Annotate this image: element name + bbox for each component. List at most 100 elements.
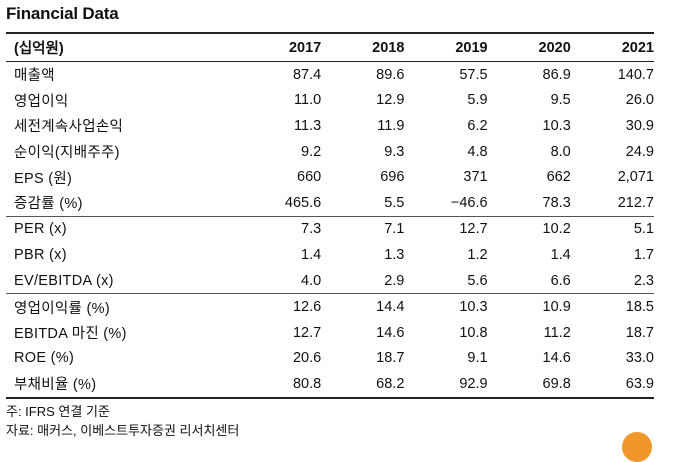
table-cell: 30.9 xyxy=(625,117,654,134)
row-label: PER (x) xyxy=(14,221,67,238)
row-label: 증감률 (%) xyxy=(6,189,239,217)
table-cell: 14.6 xyxy=(542,350,571,367)
table-cell: 696 xyxy=(380,169,405,186)
table-cell: 6.6 xyxy=(487,267,571,295)
page-title: Financial Data xyxy=(6,4,119,23)
year-header: 2021 xyxy=(570,32,654,62)
table-cell: 6.2 xyxy=(467,117,488,134)
table-cell: 2,071 xyxy=(617,169,654,186)
basis-note: 주: IFRS 연결 기준 xyxy=(6,404,110,419)
row-label: EBITDA 마진 (%) xyxy=(14,326,127,343)
table-cell: 24.9 xyxy=(625,143,654,160)
table-cell: 18.7 xyxy=(625,324,654,341)
table-cell: 7.3 xyxy=(301,221,322,238)
table-cell: 2.3 xyxy=(570,267,654,295)
table-cell: 14.6 xyxy=(376,324,405,341)
row-label: EPS (원) xyxy=(14,170,73,187)
table-cell: 4.8 xyxy=(467,143,488,160)
table-cell: 9.5 xyxy=(550,92,571,109)
year-header: 2017 xyxy=(238,32,322,62)
table-cell: 1.7 xyxy=(633,246,654,263)
table-cell: 1.4 xyxy=(301,246,322,263)
financial-table-container: (십억원) 2017 2018 2019 2020 2021 매출액 87.4 89… xyxy=(6,32,654,399)
table-header-row: (십억원) 2017 2018 2019 2020 2021 xyxy=(6,32,654,62)
table-cell: 20.6 xyxy=(292,350,322,367)
table-cell: 10.2 xyxy=(542,221,571,238)
row-label: 세전계속사업손익 xyxy=(14,119,124,136)
table-cell: 9.2 xyxy=(301,143,322,160)
table-cell: 10.3 xyxy=(542,117,571,134)
table-cell: 80.8 xyxy=(238,371,322,399)
table-row: EBITDA 마진 (%) 12.7 14.6 10.8 11.2 18.7 xyxy=(6,320,654,346)
table-cell: 212.7 xyxy=(570,189,654,217)
table-body: 매출액 87.4 89.6 57.5 86.9 140.7 영업이익 11.0 12.9 5.9 9… xyxy=(6,62,654,399)
table-cell: 5.6 xyxy=(404,267,488,295)
table-cell: 2.9 xyxy=(321,267,405,295)
table-cell: 12.9 xyxy=(376,92,405,109)
table-cell: 10.8 xyxy=(459,324,488,341)
table-row: 세전계속사업손익 11.3 11.9 6.2 10.3 30.9 xyxy=(6,113,654,139)
table-cell: 92.9 xyxy=(404,371,488,399)
table-cell: 5.9 xyxy=(467,92,488,109)
table-cell: 57.5 xyxy=(459,66,488,83)
row-label: 매출액 xyxy=(14,68,55,85)
table-cell: 4.0 xyxy=(238,267,322,295)
table-cell: 1.4 xyxy=(550,246,571,263)
table-cell: 11.9 xyxy=(377,117,405,134)
financial-table: (십억원) 2017 2018 2019 2020 2021 매출액 87.4 89… xyxy=(6,32,654,399)
table-cell: 662 xyxy=(546,169,571,186)
table-cell: 11.2 xyxy=(543,324,571,341)
table-cell: 78.3 xyxy=(487,189,571,217)
unit-header: (십억원) xyxy=(6,32,239,62)
table-cell: 5.1 xyxy=(633,221,654,238)
table-cell: 12.7 xyxy=(459,221,488,238)
table-cell: 63.9 xyxy=(570,371,654,399)
year-header: 2018 xyxy=(321,32,405,62)
table-cell: 1.3 xyxy=(384,246,405,263)
row-label: 영업이익률 (%) xyxy=(14,300,110,317)
table-cell: 371 xyxy=(463,169,488,186)
row-label: 부채비율 (%) xyxy=(6,371,239,399)
table-row: 증감률 (%) 465.6 5.5 −46.6 78.3 212.7 xyxy=(6,189,654,217)
year-header: 2020 xyxy=(487,32,571,62)
year-header: 2019 xyxy=(404,32,488,62)
table-cell: 14.4 xyxy=(376,299,405,316)
row-label: 순이익(지배주주) xyxy=(14,145,120,162)
footnotes: 주: IFRS 연결 기준 자료: 매커스, 이베스트투자증권 리서치센터 xyxy=(6,402,239,440)
table-cell: 11.0 xyxy=(294,92,322,109)
table-cell: 465.6 xyxy=(238,189,322,217)
table-row: ROE (%) 20.6 18.7 9.1 14.6 33.0 xyxy=(6,346,654,372)
table-cell: 86.9 xyxy=(542,66,571,83)
row-label: ROE (%) xyxy=(14,350,75,367)
table-cell: 89.6 xyxy=(376,66,405,83)
table-cell: 10.9 xyxy=(542,299,571,316)
row-label: EV/EBITDA (x) xyxy=(6,267,239,295)
table-cell: 69.8 xyxy=(487,371,571,399)
table-cell: 18.5 xyxy=(625,299,654,316)
table-cell: 33.0 xyxy=(625,350,654,367)
table-row: EPS (원) 660 696 371 662 2,071 xyxy=(6,164,654,190)
table-cell: 12.6 xyxy=(292,299,322,316)
table-cell: 10.3 xyxy=(459,299,488,316)
table-cell: 11.3 xyxy=(294,117,322,134)
table-cell: 9.3 xyxy=(384,143,405,160)
table-cell: 5.5 xyxy=(321,189,405,217)
table-cell: 7.1 xyxy=(384,221,405,238)
brand-logo-icon xyxy=(622,432,652,462)
table-cell: 140.7 xyxy=(617,66,654,83)
table-cell: 18.7 xyxy=(376,350,405,367)
table-row: 영업이익 11.0 12.9 5.9 9.5 26.0 xyxy=(6,88,654,114)
table-cell: 660 xyxy=(297,169,322,186)
table-cell: 26.0 xyxy=(625,92,654,109)
row-label: PBR (x) xyxy=(14,246,67,263)
table-cell: 87.4 xyxy=(292,66,322,83)
table-row: PER (x) 7.3 7.1 12.7 10.2 5.1 xyxy=(6,216,654,242)
table-cell: −46.6 xyxy=(404,189,488,217)
table-cell: 1.2 xyxy=(467,246,488,263)
table-row: 매출액 87.4 89.6 57.5 86.9 140.7 xyxy=(6,62,654,88)
table-cell: 8.0 xyxy=(550,143,571,160)
table-cell: 68.2 xyxy=(321,371,405,399)
table-cell: 9.1 xyxy=(467,350,488,367)
table-row: EV/EBITDA (x) 4.0 2.9 5.6 6.6 2.3 xyxy=(6,267,654,295)
row-label: 영업이익 xyxy=(14,93,69,110)
